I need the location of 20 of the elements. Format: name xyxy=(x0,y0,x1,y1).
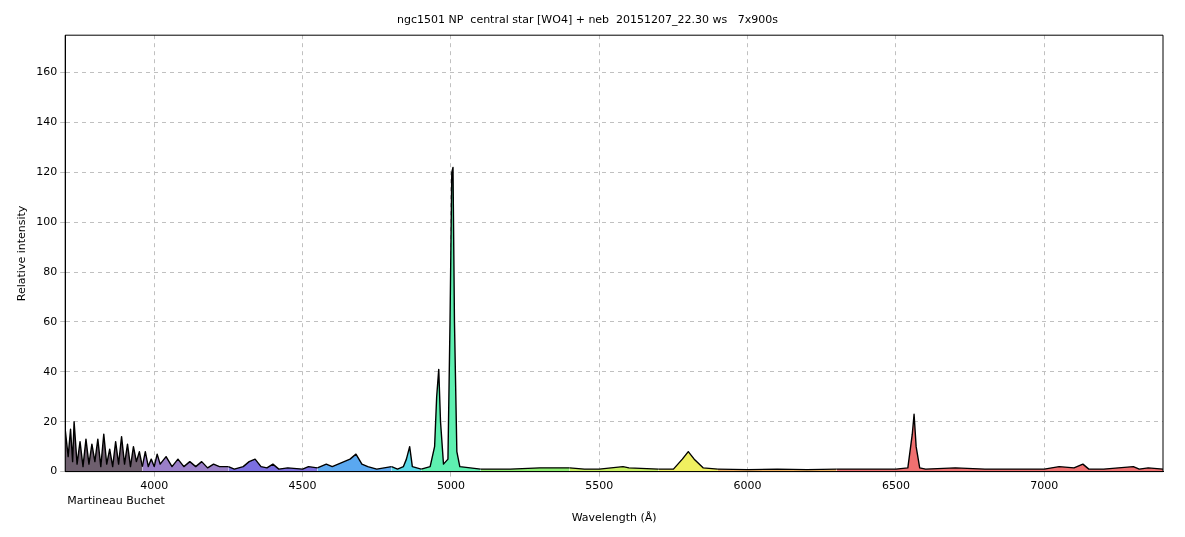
x-tick-label: 5000 xyxy=(436,479,465,493)
x-axis-title: Wavelength (Å) xyxy=(571,511,657,525)
y-axis-title: Relative intensity xyxy=(15,205,29,302)
x-tick-label: 6000 xyxy=(733,479,762,493)
y-tick-label: 20 xyxy=(43,414,58,428)
y-tick-label: 0 xyxy=(50,464,58,478)
y-tick-label: 120 xyxy=(36,165,58,179)
y-tick-label: 40 xyxy=(43,364,58,378)
x-tick-label: 4000 xyxy=(140,479,169,493)
x-tick-label: 7000 xyxy=(1030,479,1059,493)
y-tick-label: 100 xyxy=(36,215,58,229)
x-tick-label: 6500 xyxy=(881,479,910,493)
y-tick-label: 160 xyxy=(36,65,58,79)
x-tick-label: 5500 xyxy=(585,479,614,493)
chart-title: ngc1501 NP central star [WO4] + neb 20151207_22.30 ws 7x900s xyxy=(396,13,779,27)
y-tick-label: 140 xyxy=(36,115,58,129)
y-tick-label: 60 xyxy=(43,314,58,328)
x-tick-label: 4500 xyxy=(288,479,317,493)
y-tick-label: 80 xyxy=(43,264,58,278)
text: Martineau Buchet xyxy=(67,493,166,507)
